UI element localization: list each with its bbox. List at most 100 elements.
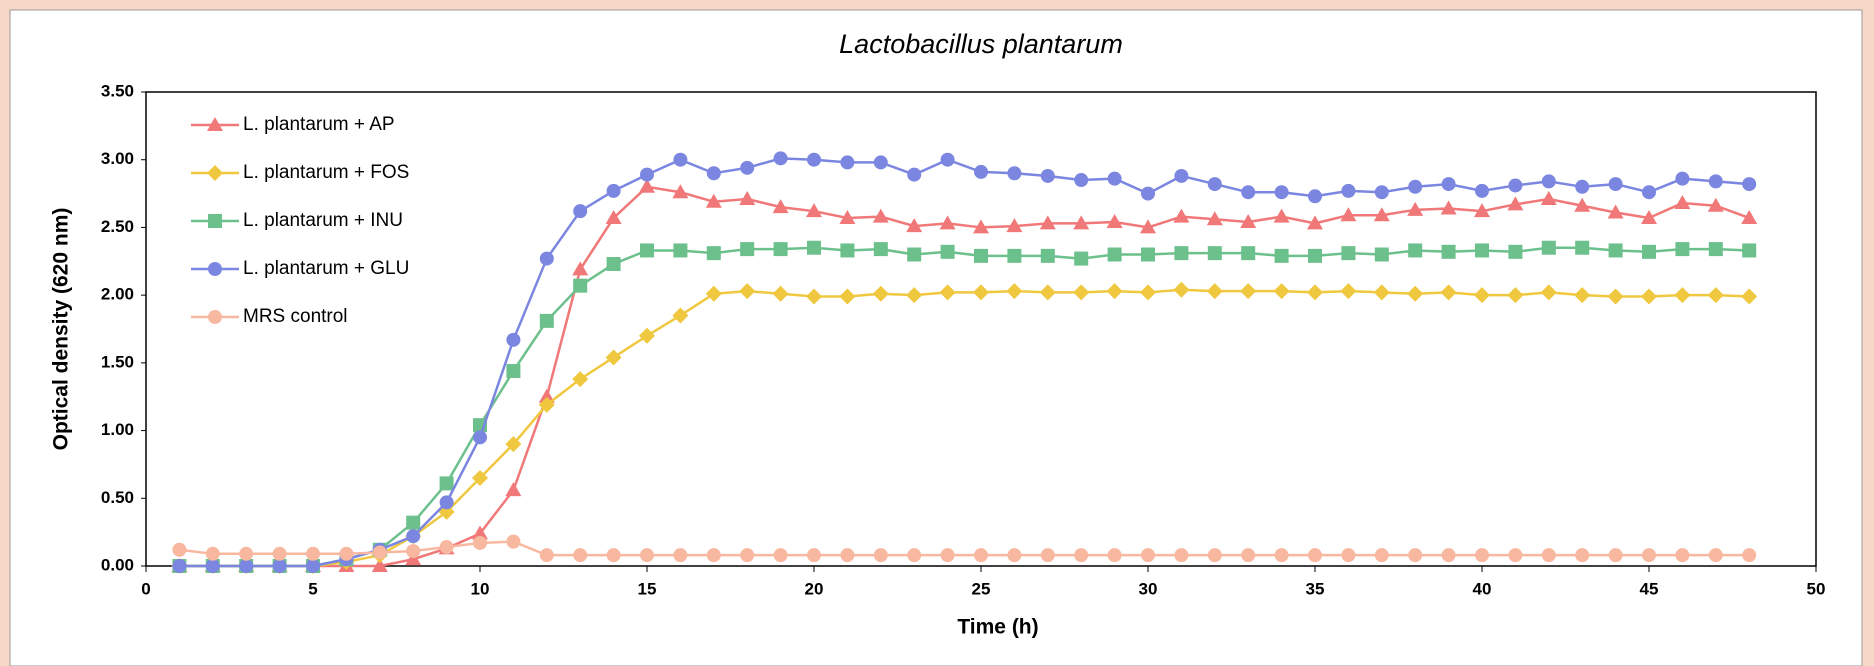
marker	[740, 548, 755, 563]
marker	[1007, 248, 1022, 263]
marker	[1141, 186, 1155, 201]
marker	[1440, 200, 1457, 215]
marker	[772, 199, 789, 214]
marker	[538, 388, 555, 403]
marker	[673, 548, 688, 563]
marker	[1174, 548, 1189, 563]
marker	[472, 525, 488, 540]
marker	[806, 203, 822, 218]
marker	[839, 209, 856, 224]
marker	[1374, 247, 1389, 262]
marker	[907, 167, 922, 182]
marker	[1241, 246, 1256, 261]
marker	[773, 242, 788, 257]
legend-label: MRS control	[243, 306, 348, 327]
marker	[572, 371, 589, 388]
y-tick-label: 2.00	[101, 285, 134, 304]
legend-label: L. plantarum + INU	[243, 210, 403, 231]
marker	[1408, 243, 1423, 258]
marker	[1007, 166, 1022, 181]
marker	[1273, 283, 1290, 300]
marker	[372, 545, 387, 560]
marker	[306, 559, 320, 573]
marker	[1240, 283, 1257, 300]
marker	[406, 529, 421, 544]
marker	[506, 534, 521, 549]
marker	[439, 476, 454, 491]
marker	[639, 327, 655, 344]
x-tick-label: 5	[308, 579, 317, 598]
marker	[672, 307, 689, 324]
marker	[1173, 281, 1190, 298]
marker	[907, 548, 922, 563]
marker	[1407, 201, 1424, 216]
y-tick-label: 0.00	[101, 555, 134, 574]
marker	[1674, 195, 1691, 210]
marker	[1475, 548, 1489, 563]
marker	[673, 243, 688, 258]
marker	[1074, 251, 1089, 266]
marker	[640, 548, 654, 563]
marker	[1574, 287, 1591, 304]
x-tick-label: 25	[972, 579, 991, 598]
marker	[807, 548, 821, 563]
marker	[673, 152, 688, 167]
marker	[538, 396, 555, 413]
marker	[1308, 248, 1322, 263]
x-tick-label: 10	[471, 579, 490, 598]
marker	[1742, 243, 1757, 258]
marker	[1407, 285, 1424, 302]
marker	[773, 548, 788, 563]
marker	[940, 152, 955, 167]
marker	[605, 349, 622, 366]
marker	[1508, 548, 1523, 563]
marker	[1206, 211, 1223, 226]
marker	[739, 283, 756, 300]
marker	[1708, 548, 1723, 563]
marker	[506, 332, 521, 347]
marker	[539, 313, 554, 328]
marker	[1241, 548, 1256, 563]
marker	[1574, 197, 1591, 212]
marker	[1206, 283, 1223, 300]
marker	[1174, 246, 1189, 261]
marker	[1107, 247, 1122, 262]
x-tick-label: 45	[1640, 579, 1659, 598]
marker	[207, 165, 223, 181]
marker	[939, 284, 956, 301]
marker	[1674, 287, 1691, 304]
marker	[1373, 207, 1390, 222]
marker	[772, 285, 789, 302]
marker	[208, 214, 222, 228]
marker	[1708, 174, 1723, 189]
marker	[1440, 284, 1457, 301]
marker	[840, 243, 855, 258]
marker	[1507, 196, 1524, 211]
marker	[1107, 548, 1122, 563]
marker	[172, 542, 187, 557]
marker	[1608, 243, 1623, 258]
y-tick-label: 2.50	[101, 217, 134, 236]
marker	[606, 183, 621, 198]
marker	[906, 218, 923, 233]
marker	[807, 152, 821, 167]
marker	[1174, 168, 1189, 183]
marker	[1340, 283, 1357, 300]
marker	[806, 288, 822, 305]
legend-label: L. plantarum + FOS	[243, 162, 409, 183]
marker	[1141, 548, 1155, 563]
marker	[740, 242, 755, 257]
marker	[939, 215, 956, 230]
marker	[1675, 548, 1690, 563]
marker	[606, 256, 621, 271]
marker	[940, 244, 955, 259]
marker	[1475, 183, 1489, 198]
marker	[1040, 248, 1055, 263]
marker	[940, 548, 955, 563]
marker	[1007, 548, 1022, 563]
marker	[205, 559, 220, 573]
marker	[1207, 177, 1222, 192]
marker	[472, 469, 488, 486]
marker	[1575, 240, 1590, 255]
